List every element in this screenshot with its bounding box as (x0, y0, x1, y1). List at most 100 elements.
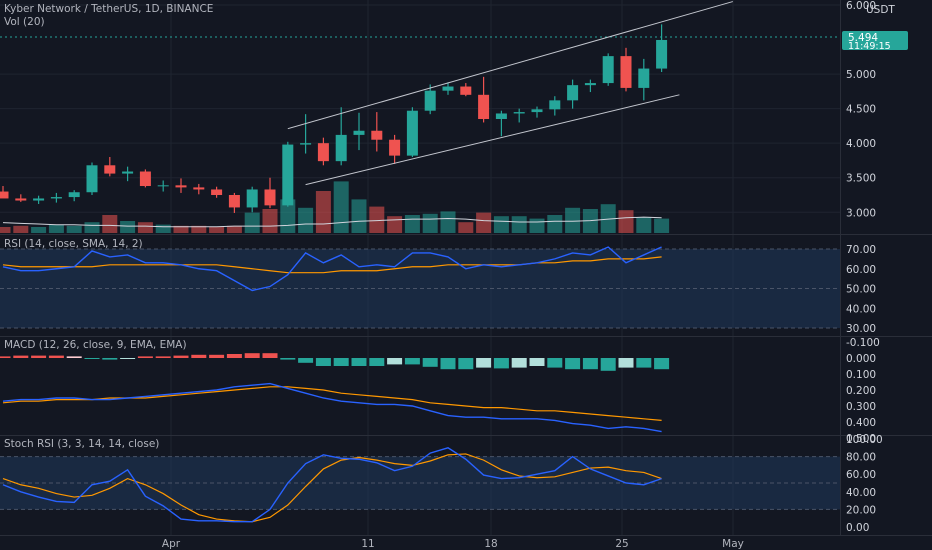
volume-bar (404, 215, 420, 233)
volume-bar (440, 211, 456, 233)
macd-histogram-bar (48, 355, 64, 358)
volume-bar (48, 224, 64, 233)
candle-body (406, 110, 418, 156)
macd-histogram-bar (280, 358, 296, 360)
rsi-sma-line (2, 256, 662, 274)
volume-bar (333, 181, 349, 233)
macd-tick: 0.200 (846, 385, 876, 397)
rsi-tick: 70.00 (846, 244, 876, 256)
volume-bar (476, 212, 492, 233)
volume-bar (369, 206, 385, 233)
rsi-scale[interactable]: 70.00 60.00 50.00 40.00 30.00 (846, 244, 876, 335)
macd-histogram-bar (404, 358, 420, 365)
macd-histogram (0, 353, 670, 371)
volume-bar (351, 199, 367, 233)
price-pane[interactable]: Kyber Network / TetherUS, 1D, BINANCE Vo… (0, 1, 840, 233)
price-tick: 4.500 (846, 104, 876, 116)
trend-channel[interactable] (287, 1, 733, 186)
stoch-tick: 0.00 (846, 522, 869, 534)
macd-tick: 0.400 (846, 417, 876, 429)
rsi-tick: 50.00 (846, 284, 876, 296)
stoch-tick: 80.00 (846, 452, 876, 464)
rsi-label[interactable]: RSI (14, close, SMA, 14, 2) (4, 238, 143, 250)
macd-histogram-bar (600, 358, 616, 371)
stoch-tick: 40.00 (846, 487, 876, 499)
bar-countdown: 11:49:15 (848, 41, 891, 52)
stoch-tick: 20.00 (846, 504, 876, 516)
macd-histogram-bar (120, 358, 136, 359)
stoch-pane[interactable]: Stoch RSI (3, 3, 14, 14, close) (0, 438, 840, 523)
macd-tick: 0.000 (846, 353, 876, 365)
stoch-d-line (2, 453, 662, 523)
time-tick: 18 (484, 538, 497, 550)
volume-bar (511, 216, 527, 233)
volume-bar (422, 213, 438, 233)
volume-bar (654, 218, 670, 233)
volume-bar (618, 210, 634, 233)
macd-histogram-bar (137, 356, 153, 358)
symbol-title[interactable]: Kyber Network / TetherUS, 1D, BINANCE (4, 3, 213, 15)
volume-bar (493, 216, 509, 233)
candle-body (656, 39, 668, 69)
candle-body (157, 185, 169, 187)
volume-bar (387, 216, 403, 233)
macd-histogram-bar (582, 358, 598, 370)
macd-histogram-bar (262, 353, 278, 358)
volume-bar (458, 222, 474, 233)
price-tick: 4.000 (846, 138, 876, 150)
macd-histogram-bar (333, 358, 349, 366)
candle-body (300, 143, 312, 145)
time-tick: 25 (615, 538, 628, 550)
rsi-line (2, 246, 662, 292)
time-axis[interactable]: Apr 11 18 25 May (162, 538, 744, 550)
macd-tick: -0.100 (846, 337, 880, 349)
volume-label[interactable]: Vol (20) (4, 16, 45, 28)
macd-tick: 0.300 (846, 401, 876, 413)
macd-histogram-bar (636, 358, 652, 368)
stoch-tick: 100.00 (846, 434, 883, 446)
volume-bar (547, 215, 563, 233)
currency-label[interactable]: USDT (866, 4, 895, 16)
price-scale[interactable]: 6.000 5.000 4.500 4.000 3.500 3.000 (846, 0, 876, 219)
channel-upper-line (287, 1, 733, 130)
rsi-tick: 60.00 (846, 264, 876, 276)
macd-histogram-bar (315, 358, 331, 366)
volume-bar (155, 224, 171, 233)
candle-body (478, 94, 490, 119)
macd-scale[interactable]: 0.500 0.400 0.300 0.200 0.100 0.000 -0.100 (846, 337, 880, 445)
candle-body (460, 86, 472, 95)
time-tick: Apr (162, 538, 181, 550)
candle-body (602, 56, 614, 84)
stoch-label[interactable]: Stoch RSI (3, 3, 14, 14, close) (4, 438, 159, 450)
macd-pane[interactable]: MACD (12, 26, close, 9, EMA, EMA) (0, 339, 670, 433)
candle-body (86, 165, 98, 193)
volume-bar (565, 207, 581, 233)
pane-separators[interactable] (0, 0, 932, 536)
macd-label[interactable]: MACD (12, 26, close, 9, EMA, EMA) (4, 339, 187, 351)
macd-histogram-bar (173, 355, 189, 358)
macd-histogram-bar (369, 358, 385, 366)
volume-bar (191, 225, 207, 233)
macd-histogram-bar (191, 354, 207, 358)
volume-bar (226, 225, 242, 233)
macd-histogram-bar (209, 354, 225, 358)
macd-histogram-bar (565, 358, 581, 370)
time-tick: May (722, 538, 744, 550)
time-tick: 11 (361, 538, 374, 550)
last-price-badge: 5.494 11:49:15 (842, 31, 908, 52)
macd-histogram-bar (13, 355, 29, 358)
candle-body (104, 165, 116, 174)
stoch-scale[interactable]: 100.00 80.00 60.00 40.00 20.00 0.00 (846, 434, 883, 534)
price-tick: 5.000 (846, 69, 876, 81)
price-tick: 6.000 (846, 0, 876, 12)
volume-bar (66, 225, 82, 233)
rsi-tick: 30.00 (846, 323, 876, 335)
candle-body (33, 198, 45, 201)
volume-bar (298, 207, 314, 233)
rsi-pane[interactable]: RSI (14, close, SMA, 14, 2) (0, 238, 840, 329)
macd-histogram-bar (84, 358, 100, 359)
volume-bar (102, 215, 118, 233)
candle-body (584, 83, 596, 86)
candle-body (371, 130, 383, 140)
